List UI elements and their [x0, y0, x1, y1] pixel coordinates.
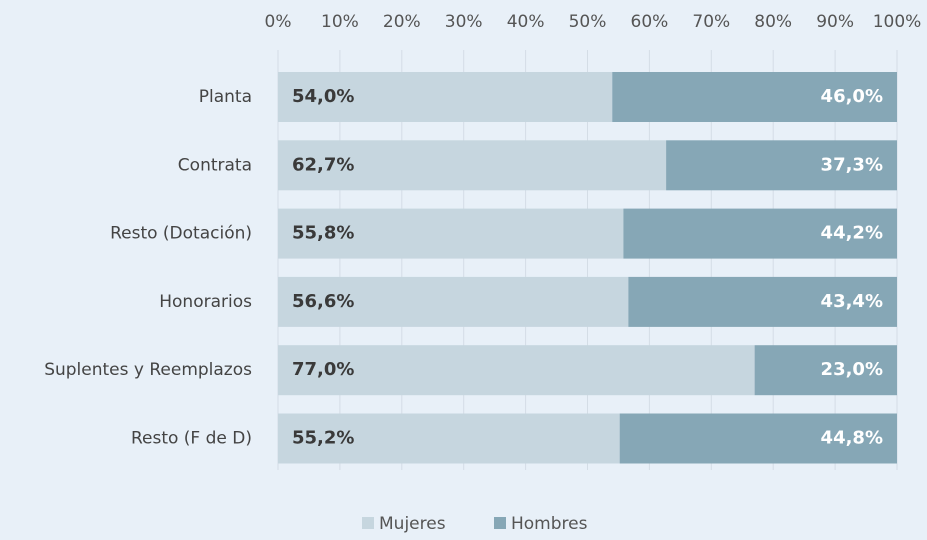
y-tick-label: Contrata	[178, 155, 252, 175]
bar-segment	[666, 140, 897, 191]
y-tick-label: Planta	[199, 87, 252, 107]
y-tick-label: Resto (Dotación)	[110, 224, 252, 244]
bar-segment	[278, 208, 624, 259]
x-tick-label: 20%	[383, 12, 421, 32]
data-label: 43,4%	[821, 291, 883, 312]
x-tick-label: 30%	[445, 12, 483, 32]
data-label: 55,8%	[292, 223, 354, 244]
bar-segment	[628, 276, 897, 327]
bar-segment	[278, 413, 620, 464]
x-tick-label: 40%	[507, 12, 545, 32]
data-label: 46,0%	[821, 86, 883, 107]
bar-segment	[278, 72, 613, 122]
legend-swatch	[362, 517, 374, 529]
data-label: 77,0%	[292, 359, 354, 380]
x-tick-label: 50%	[569, 12, 607, 32]
data-label: 62,7%	[292, 154, 354, 175]
data-label: 55,2%	[292, 428, 354, 449]
data-label: 44,2%	[821, 223, 883, 244]
x-tick-label: 60%	[631, 12, 669, 32]
bar-segment	[754, 345, 897, 396]
legend-swatch	[494, 517, 506, 529]
data-label: 23,0%	[821, 359, 883, 380]
bar-segment	[623, 208, 897, 259]
x-tick-label: 10%	[321, 12, 359, 32]
legend-label: Hombres	[511, 514, 588, 534]
y-tick-label: Resto (F de D)	[131, 429, 252, 449]
data-label: 44,8%	[821, 428, 883, 449]
x-tick-label: 100%	[873, 12, 922, 32]
data-label: 54,0%	[292, 86, 354, 107]
x-tick-label: 90%	[816, 12, 854, 32]
bar-segment	[619, 413, 897, 464]
data-label: 56,6%	[292, 291, 354, 312]
legend-label: Mujeres	[379, 514, 446, 534]
x-tick-label: 80%	[754, 12, 792, 32]
y-tick-label: Suplentes y Reemplazos	[44, 360, 252, 380]
x-tick-label: 70%	[692, 12, 730, 32]
bar-segment	[278, 345, 755, 396]
bar-segment	[278, 140, 667, 191]
bar-segment	[278, 276, 629, 327]
x-tick-label: 0%	[265, 12, 292, 32]
data-label: 37,3%	[821, 154, 883, 175]
y-tick-label: Honorarios	[159, 292, 252, 312]
bar-segment	[612, 72, 897, 122]
